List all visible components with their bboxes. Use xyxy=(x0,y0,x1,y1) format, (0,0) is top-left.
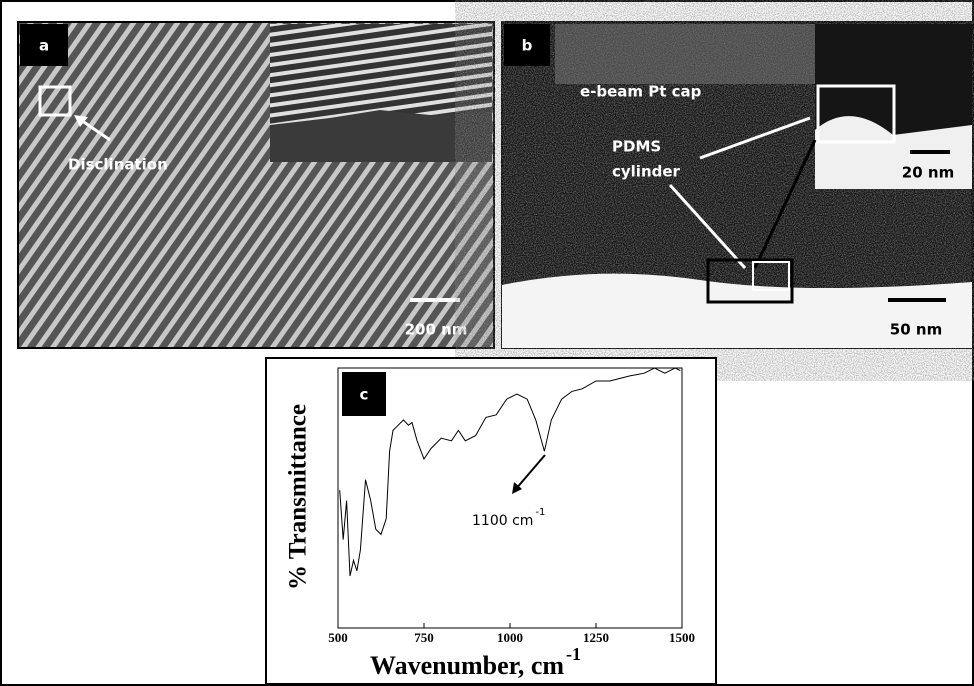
scale-label: 200 nm xyxy=(405,321,468,339)
scale-label: 20 nm xyxy=(902,164,954,182)
region-box xyxy=(752,261,790,291)
panel-label: b xyxy=(522,37,533,55)
arrow-head xyxy=(512,482,522,494)
arrow xyxy=(514,454,546,491)
arrow-head xyxy=(74,115,88,127)
annotation-sup: -1 xyxy=(535,507,545,518)
cylinder-label: cylinder xyxy=(612,163,681,181)
arrow xyxy=(699,116,811,160)
inset-box xyxy=(816,84,896,144)
x-axis-label: Wavenumber, cm xyxy=(370,651,564,680)
x-tick-label: 1500 xyxy=(669,630,695,645)
panel-label-bg xyxy=(504,24,550,66)
region-box xyxy=(706,258,794,304)
pt-cap xyxy=(555,24,815,84)
arrow xyxy=(668,183,747,270)
annotation: Disclination xyxy=(68,156,168,174)
chart-panel xyxy=(265,357,717,685)
spectrum-line xyxy=(339,367,681,577)
scale-label: 50 nm xyxy=(890,321,942,339)
inset-substrate xyxy=(815,116,972,189)
arrow xyxy=(753,139,817,269)
x-tick-label: 500 xyxy=(328,630,348,645)
x-axis-label-sup: -1 xyxy=(566,644,581,664)
panel-label-bg xyxy=(20,24,68,66)
substrate xyxy=(502,273,972,348)
x-tick-label: 1250 xyxy=(583,630,609,645)
x-tick-label: 750 xyxy=(414,630,434,645)
panel-label-bg xyxy=(342,372,386,416)
panel-label: c xyxy=(360,386,369,404)
y-axis-label: % Transmittance xyxy=(285,404,312,590)
panel-label: a xyxy=(39,37,49,55)
annotation: 1100 cm xyxy=(472,513,533,529)
inset-substrate xyxy=(270,110,492,162)
cap-label: e-beam Pt cap xyxy=(580,83,702,101)
x-tick-label: 1000 xyxy=(497,630,523,645)
highlight-box xyxy=(38,85,72,117)
cylinder-label: PDMS xyxy=(612,138,661,156)
